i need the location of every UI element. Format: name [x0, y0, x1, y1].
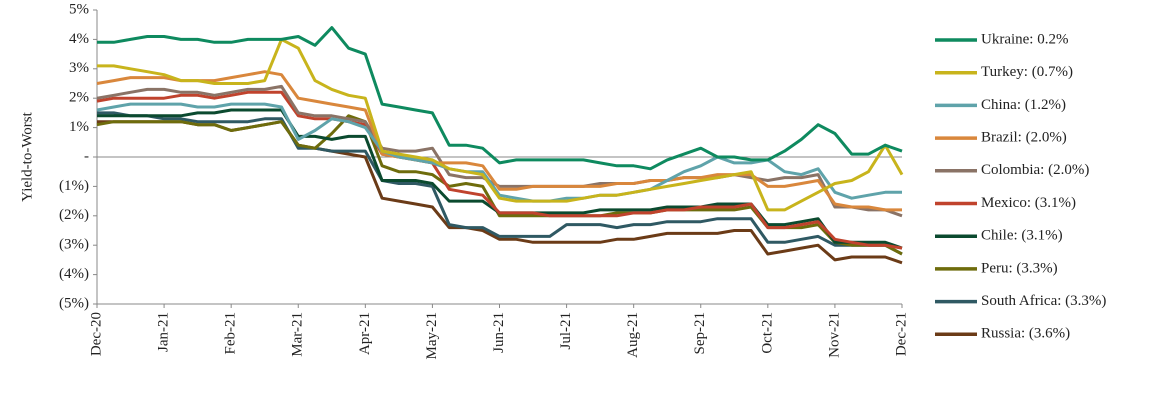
x-tick-label: Feb-21 [223, 312, 239, 355]
legend-label: Brazil: (2.0%) [981, 130, 1067, 146]
legend-label: Mexico: (3.1%) [981, 195, 1076, 211]
series-line [97, 111, 903, 256]
x-tick-label: Dec-21 [893, 312, 909, 356]
y-tick-label: - [84, 148, 89, 164]
y-tick-label: 3% [69, 60, 89, 76]
series-line [96, 70, 902, 212]
x-tick-label: Oct-21 [759, 312, 775, 354]
y-tick-label: (4%) [59, 266, 89, 282]
axis-group: 5% 4% 3% 2% 1% - (1%) (2%) (3%) (4%) (5%)Dec-20 Jan… [59, 1, 909, 359]
legend-label: Colombia: (2.0%) [981, 162, 1089, 178]
x-tick-label: Aug-21 [625, 312, 641, 358]
series-line [96, 84, 903, 218]
legend-label: China: (1.2%) [981, 97, 1066, 113]
lines [96, 26, 904, 265]
x-tick-label: Jun-21 [491, 312, 507, 353]
y-axis-label: Yield-to-Worst [19, 111, 35, 201]
x-tick-label: Sep-21 [692, 312, 708, 355]
x-tick-label: Jul-21 [558, 312, 574, 350]
y-tick-label: (1%) [59, 178, 89, 194]
series-line [96, 90, 903, 250]
x-tick-label: Apr-21 [357, 312, 373, 355]
legend-label: Turkey: (0.7%) [981, 64, 1073, 80]
y-tick-label: (2%) [59, 207, 89, 223]
series-line [97, 26, 903, 171]
y-tick-label: 4% [69, 31, 89, 47]
legend-label: Chile: (3.1%) [981, 228, 1063, 244]
x-tick-label: Dec-20 [88, 312, 104, 356]
y-tick-label: (3%) [59, 237, 89, 253]
x-tick-label: Mar-21 [290, 312, 306, 357]
legend-label: Russia: (3.6%) [981, 326, 1070, 342]
x-tick-label: Jan-21 [156, 312, 172, 352]
y-tick-label: 1% [69, 119, 89, 135]
y-tick-label: (5%) [59, 295, 89, 311]
y-tick-label: 5% [69, 1, 89, 17]
legend-label: Peru: (3.3%) [981, 260, 1058, 276]
x-tick-label: Nov-21 [826, 312, 842, 358]
legend: Ukraine: 0.2% Turkey: (0.7%) China: (1.2%)… [935, 31, 1106, 342]
legend-label: South Africa: (3.3%) [981, 293, 1106, 309]
legend-label: Ukraine: 0.2% [981, 31, 1068, 47]
y-tick-label: 2% [69, 90, 89, 106]
x-tick-label: May-21 [424, 312, 440, 360]
series-line [97, 37, 904, 212]
